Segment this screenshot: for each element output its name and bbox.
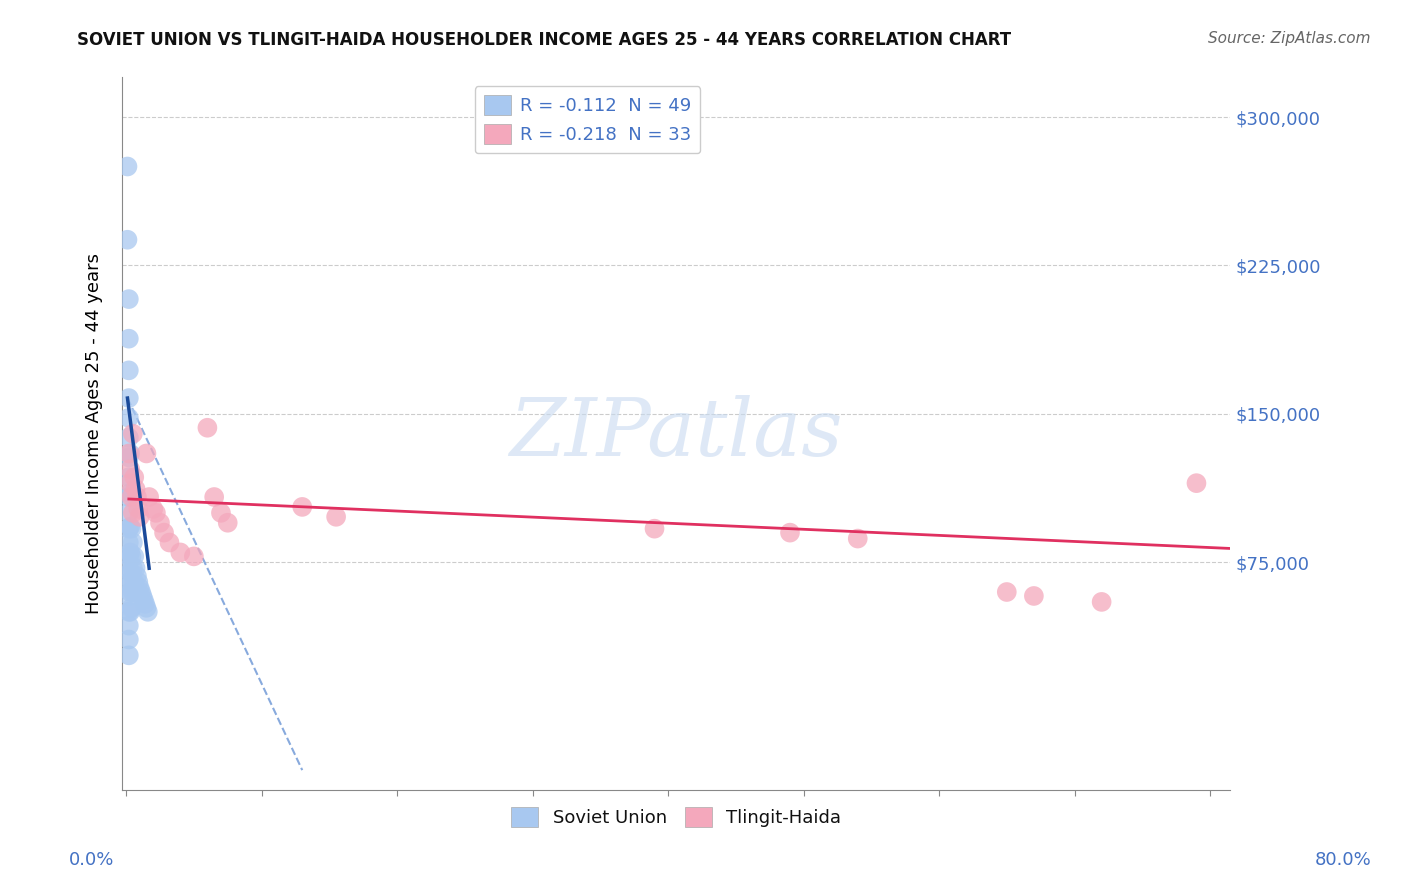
Point [1022, 589, 1045, 603]
Text: 80.0%: 80.0% [1315, 851, 1371, 869]
Point [118, 470, 141, 484]
Point [121, 575, 143, 590]
Point [118, 410, 141, 425]
Point [118, 446, 141, 460]
Point [117, 160, 139, 174]
Point [118, 632, 141, 647]
Point [118, 450, 141, 465]
Point [209, 506, 232, 520]
Point [995, 585, 1018, 599]
Legend: Soviet Union, Tlingit-Haida: Soviet Union, Tlingit-Haida [503, 800, 849, 834]
Point [127, 501, 149, 516]
Point [121, 549, 143, 564]
Point [138, 490, 160, 504]
Point [120, 585, 142, 599]
Point [118, 618, 141, 632]
Point [122, 426, 145, 441]
Point [122, 470, 145, 484]
Point [118, 391, 141, 405]
Point [149, 516, 172, 530]
Point [134, 597, 156, 611]
Point [779, 525, 801, 540]
Point [118, 490, 141, 504]
Point [120, 605, 142, 619]
Text: ZIPatlas: ZIPatlas [509, 395, 844, 473]
Point [132, 593, 155, 607]
Point [122, 506, 145, 520]
Point [183, 549, 205, 564]
Point [118, 535, 141, 549]
Point [118, 363, 141, 377]
Text: Source: ZipAtlas.com: Source: ZipAtlas.com [1208, 31, 1371, 46]
Point [120, 476, 142, 491]
Point [127, 575, 149, 590]
Point [122, 561, 145, 575]
Point [153, 525, 176, 540]
Point [125, 569, 148, 583]
Point [1185, 476, 1208, 491]
Point [128, 581, 150, 595]
Point [125, 490, 148, 504]
Point [644, 522, 666, 536]
Point [142, 501, 165, 516]
Point [120, 462, 142, 476]
Point [118, 561, 141, 575]
Point [1091, 595, 1114, 609]
Text: SOVIET UNION VS TLINGIT-HAIDA HOUSEHOLDER INCOME AGES 25 - 44 YEARS CORRELATION : SOVIET UNION VS TLINGIT-HAIDA HOUSEHOLDE… [77, 31, 1011, 49]
Point [135, 600, 157, 615]
Point [124, 482, 146, 496]
Point [120, 446, 142, 460]
Text: 0.0%: 0.0% [69, 851, 114, 869]
Point [118, 549, 141, 564]
Point [122, 535, 145, 549]
Point [135, 446, 157, 460]
Point [118, 431, 141, 445]
Point [122, 575, 145, 590]
Point [122, 549, 145, 564]
Point [118, 522, 141, 536]
Point [129, 585, 152, 599]
Point [159, 535, 181, 549]
Point [325, 509, 347, 524]
Point [291, 500, 314, 514]
Point [117, 233, 139, 247]
Point [120, 486, 142, 500]
Point [122, 585, 145, 599]
Point [120, 545, 142, 559]
Point [121, 600, 143, 615]
Point [121, 522, 143, 536]
Point [145, 506, 167, 520]
Point [217, 516, 239, 530]
Point [118, 292, 141, 306]
Point [118, 506, 141, 520]
Point [136, 605, 159, 619]
Point [118, 605, 141, 619]
Point [128, 509, 150, 524]
Point [118, 332, 141, 346]
Point [197, 421, 219, 435]
Point [121, 490, 143, 504]
Y-axis label: Householder Income Ages 25 - 44 years: Householder Income Ages 25 - 44 years [86, 253, 103, 615]
Point [169, 545, 191, 559]
Point [118, 648, 141, 663]
Point [131, 589, 153, 603]
Point [120, 519, 142, 533]
Point [120, 565, 142, 579]
Point [124, 585, 146, 599]
Point [846, 532, 869, 546]
Point [118, 589, 141, 603]
Point [124, 561, 146, 575]
Point [202, 490, 225, 504]
Point [118, 575, 141, 590]
